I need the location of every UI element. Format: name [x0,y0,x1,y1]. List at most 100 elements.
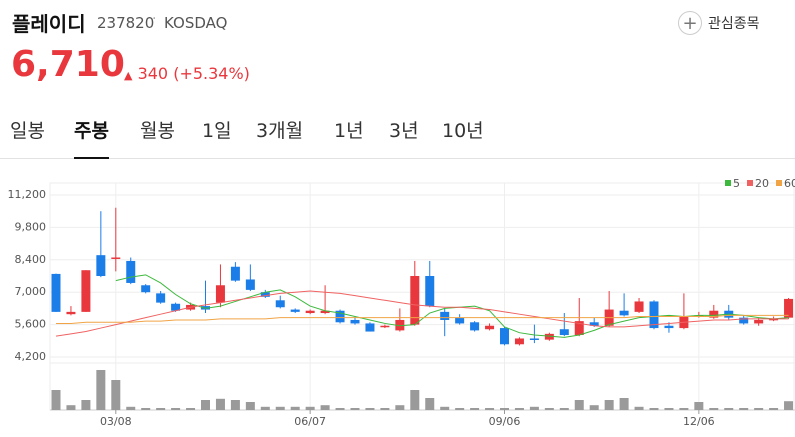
candle-body [81,270,91,312]
tab[interactable]: 3년 [389,120,419,142]
candle-body [290,309,300,312]
candle-body [51,273,61,312]
y-tick-label: 8,400 [15,253,47,266]
volume-bar [544,408,554,410]
watch-label: 관심종목 [708,16,760,32]
volume-bar [604,400,614,410]
candle-body [215,285,225,303]
tab[interactable]: 월봉 [140,120,175,142]
volume-bar [81,400,91,410]
tab[interactable]: 1일 [202,120,232,142]
legend-label: 20 [755,177,769,190]
volume-bar [709,408,719,410]
candle-body [574,321,584,336]
candle-body [410,276,420,325]
volume-bar [186,408,196,410]
candle-body [156,293,166,303]
candle-body [350,319,360,324]
volume-bar [96,370,106,410]
tab[interactable]: 주봉 [74,116,109,159]
volume-bar [694,402,704,410]
candle-body [754,319,764,324]
volume-bar [425,398,435,410]
candle-body [141,285,151,293]
price: 6,710 [11,44,125,85]
stock-name: 플레이디 [12,12,86,36]
volume-bar [784,401,794,410]
volume-bar [470,408,480,410]
volume-bar [769,408,779,410]
candle-body [305,310,315,314]
candle-body [529,338,539,340]
candle-body [485,325,495,330]
volume-bar [485,408,495,410]
volume-bar [380,408,390,410]
candle-body [275,300,285,308]
volume-bar [529,406,539,410]
volume-bar [754,408,764,410]
candle-body [365,323,375,332]
candle-body [709,310,719,318]
y-tick-label: 5,600 [15,318,47,331]
volume-bar [66,405,76,410]
tab[interactable]: 1년 [334,120,364,142]
stock-code: 237820 [97,14,155,32]
volume-bar [245,402,255,410]
candle-body [664,325,674,329]
legend-swatch [725,180,731,186]
plus-icon: + [678,11,702,35]
volume-bar [619,398,629,410]
volume-bar [574,400,584,410]
up-arrow: ▲ [124,69,133,82]
legend-label: 5 [733,177,740,190]
x-tick-label: 03/08 [100,415,132,428]
tab[interactable]: 3개월 [256,120,304,142]
tab[interactable]: 10년 [442,120,484,142]
volume-bar [275,406,285,410]
candle-body [201,306,210,310]
candle-body [111,257,121,259]
market: KOSDAQ [164,14,228,32]
chart: 4,200 5,600 7,000 8,400 9,800 11,200 03/08 06/0… [8,177,795,428]
legend-swatch [776,180,782,186]
candle-body [514,338,524,345]
candle-body [380,325,390,328]
candle-body [335,310,345,323]
y-tick-label: 7,000 [15,285,47,298]
change: ▲ 340 (+5.34%) [124,64,250,83]
x-tick-label: 06/07 [294,415,326,428]
candle-body [634,301,644,312]
volume-bar [335,408,345,410]
volume-bar [589,405,599,410]
volume-bar [215,398,225,410]
candle-body [440,311,450,320]
volume-bar [559,408,569,410]
ma-line [56,314,789,324]
watch-button[interactable]: + 관심종목 [678,11,760,35]
volume-bar [724,408,734,410]
tab-bar: 일봉 주봉 월봉 1일 3개월 1년 3년 10년 [0,112,795,159]
candle-body [126,260,136,283]
candle-body [66,311,76,315]
tab[interactable]: 일봉 [10,120,45,142]
volume-bar [305,406,315,410]
volume-bar [634,406,644,410]
candle-body [589,322,599,326]
volume-bar [51,390,61,410]
volume-bar [171,408,181,410]
volume-bar [739,408,749,410]
volume-bar [230,400,240,410]
x-tick-label: 12/06 [683,415,715,428]
change-value: 340 [137,64,169,83]
ma-line [115,274,789,338]
legend-swatch [747,180,753,186]
volume-bar [664,408,674,410]
candle-body [171,303,181,311]
candle-body [245,279,255,290]
candle-body [784,298,794,318]
x-tick-label: 09/06 [489,415,521,428]
candle-body [544,333,554,340]
candle-body [619,310,629,316]
y-tick-label: 4,200 [15,350,47,363]
